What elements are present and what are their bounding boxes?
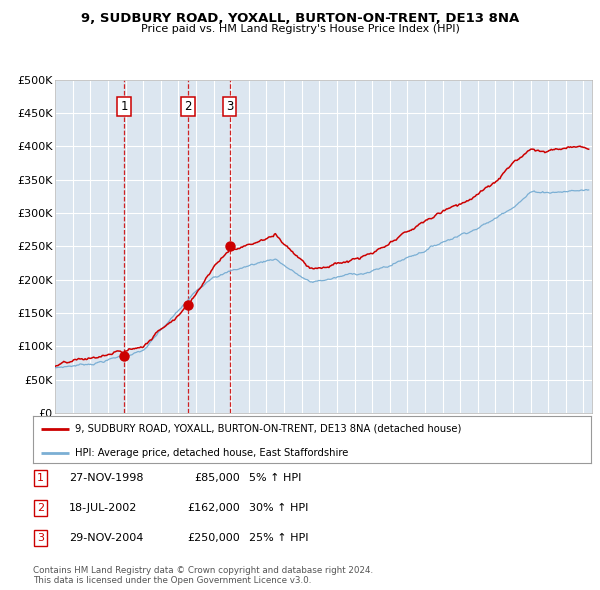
Text: 25% ↑ HPI: 25% ↑ HPI — [249, 533, 308, 543]
Text: 1: 1 — [120, 100, 128, 113]
Text: 9, SUDBURY ROAD, YOXALL, BURTON-ON-TRENT, DE13 8NA (detached house): 9, SUDBURY ROAD, YOXALL, BURTON-ON-TRENT… — [75, 424, 461, 434]
Text: Contains HM Land Registry data © Crown copyright and database right 2024.
This d: Contains HM Land Registry data © Crown c… — [33, 566, 373, 585]
Text: Price paid vs. HM Land Registry's House Price Index (HPI): Price paid vs. HM Land Registry's House … — [140, 24, 460, 34]
Text: 9, SUDBURY ROAD, YOXALL, BURTON-ON-TRENT, DE13 8NA: 9, SUDBURY ROAD, YOXALL, BURTON-ON-TRENT… — [81, 12, 519, 25]
Text: 5% ↑ HPI: 5% ↑ HPI — [249, 473, 301, 483]
Text: 2: 2 — [37, 503, 44, 513]
Text: £85,000: £85,000 — [194, 473, 240, 483]
Text: 2: 2 — [184, 100, 192, 113]
Text: HPI: Average price, detached house, East Staffordshire: HPI: Average price, detached house, East… — [75, 448, 348, 458]
Text: 3: 3 — [226, 100, 233, 113]
Text: £162,000: £162,000 — [187, 503, 240, 513]
Text: 30% ↑ HPI: 30% ↑ HPI — [249, 503, 308, 513]
Text: 3: 3 — [37, 533, 44, 543]
Text: £250,000: £250,000 — [187, 533, 240, 543]
Text: 29-NOV-2004: 29-NOV-2004 — [69, 533, 143, 543]
Text: 18-JUL-2002: 18-JUL-2002 — [69, 503, 137, 513]
Text: 27-NOV-1998: 27-NOV-1998 — [69, 473, 143, 483]
Text: 1: 1 — [37, 473, 44, 483]
